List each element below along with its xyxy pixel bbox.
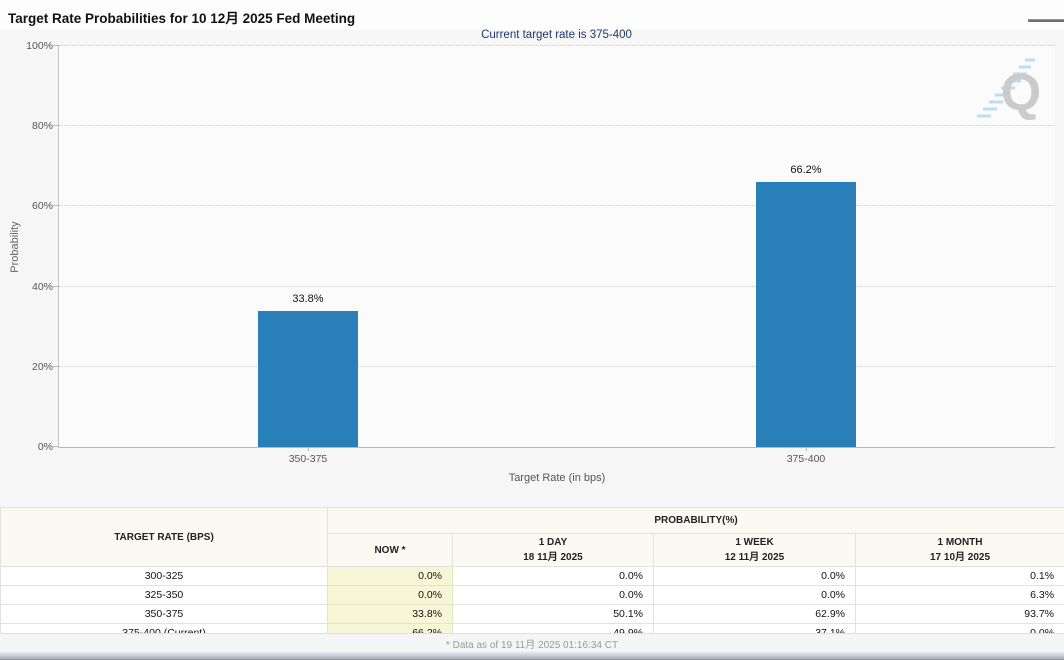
col-header-target-rate: TARGET RATE (BPS): [0, 507, 328, 567]
probability-cell: 0.0%: [327, 566, 453, 586]
watermark-letter: Q: [1001, 64, 1041, 122]
col-header-label: 1 DAY: [538, 537, 568, 548]
chart-subtitle: Current target rate is 375-400: [481, 29, 632, 41]
y-tick-label: 100%: [26, 40, 53, 52]
x-tick-label: 350-375: [288, 453, 328, 465]
table-row: 300-325 0.0% 0.0% 0.0% 0.1%: [0, 566, 1064, 586]
bottom-scroll-strip[interactable]: [0, 650, 1064, 660]
col-header-label: 1 MONTH: [937, 537, 983, 548]
y-tick-mark: [53, 365, 59, 367]
y-tick-mark: [53, 125, 59, 127]
table-row: 325-350 0.0% 0.0% 0.0% 6.3%: [0, 585, 1064, 605]
probability-cell: 0.0%: [327, 585, 453, 605]
quikstrike-watermark-icon: Q: [977, 58, 1041, 122]
gridline: [59, 45, 1055, 46]
probability-cell: 0.1%: [854, 566, 1064, 586]
data-footnote: * Data as of 19 11月 2025 01:16:34 CT: [0, 633, 1064, 651]
y-tick-mark: [53, 45, 59, 46]
probability-cell: 93.7%: [854, 604, 1064, 624]
probability-cell: 6.3%: [854, 585, 1064, 605]
probability-cell: 0.0%: [653, 585, 856, 605]
col-header-1day: 1 DAY 18 11月 2025: [452, 533, 654, 567]
col-header-label: NOW *: [374, 544, 406, 556]
x-tick-mark: [805, 447, 807, 451]
probability-table: TARGET RATE (BPS) PROBABILITY(%) NOW * 1…: [0, 507, 1064, 643]
col-header-date: 18 11月 2025: [523, 552, 583, 563]
bar-value-label: 66.2%: [790, 163, 822, 176]
y-axis-title: Probability: [9, 221, 21, 273]
col-header-now: NOW *: [327, 533, 453, 567]
target-rate-cell: 350-375: [0, 604, 328, 624]
col-header-date: 12 11月 2025: [724, 552, 785, 563]
table-body: 300-325 0.0% 0.0% 0.0% 0.1% 325-350 0.0% 0.0% 0.…: [0, 566, 1064, 643]
probability-bar[interactable]: [756, 181, 856, 447]
probability-cell: 0.0%: [452, 585, 654, 605]
probability-cell: 62.9%: [653, 604, 856, 624]
probability-cell: 50.1%: [452, 604, 654, 624]
table-row: 350-375 33.8% 50.1% 62.9% 93.7%: [0, 604, 1064, 624]
hamburger-menu-icon[interactable]: [1028, 9, 1064, 24]
probability-cell: 0.0%: [452, 566, 654, 586]
x-axis-title: Target Rate (in bps): [508, 472, 606, 484]
col-header-date: 17 10月 2025: [929, 552, 991, 563]
col-header-1week: 1 WEEK 12 11月 2025: [653, 533, 856, 567]
probability-cell: 0.0%: [653, 566, 856, 586]
gridline: [59, 285, 1055, 287]
gridline: [59, 205, 1055, 207]
y-tick-label: 80%: [31, 120, 53, 133]
hamburger-bar: [1028, 18, 1064, 22]
page-title: Target Rate Probabilities for 10 12月 202…: [8, 11, 356, 26]
target-rate-cell: 300-325: [0, 566, 328, 586]
y-tick-mark: [53, 205, 59, 207]
y-tick-label: 20%: [31, 360, 53, 373]
target-rate-cell: 325-350: [0, 585, 328, 605]
y-tick-label: 0%: [37, 441, 53, 453]
probability-bar[interactable]: [258, 311, 358, 447]
y-tick-label: 40%: [31, 280, 53, 293]
col-group-header-probability: PROBABILITY(%): [326, 507, 1064, 534]
y-tick-label: 60%: [31, 200, 53, 213]
x-tick-label: 375-400: [786, 453, 826, 465]
top-header: Target Rate Probabilities for 10 12月 202…: [0, 0, 1064, 30]
plot-area: Target Rate (in bps) Probability Q 0% 20%…: [9, 40, 1055, 484]
gridline: [59, 125, 1055, 127]
x-tick-mark: [307, 447, 309, 451]
col-header-1month: 1 MONTH 17 10月 2025: [854, 533, 1064, 567]
gridline: [59, 365, 1055, 367]
col-header-label: 1 WEEK: [735, 537, 774, 548]
probability-bar-chart: Target Rate (in bps) Probability Q 0% 20%…: [0, 40, 1064, 492]
bar-value-label: 33.8%: [292, 293, 324, 306]
y-tick-mark: [53, 446, 59, 447]
probability-cell: 33.8%: [327, 604, 453, 624]
y-tick-mark: [53, 285, 59, 287]
